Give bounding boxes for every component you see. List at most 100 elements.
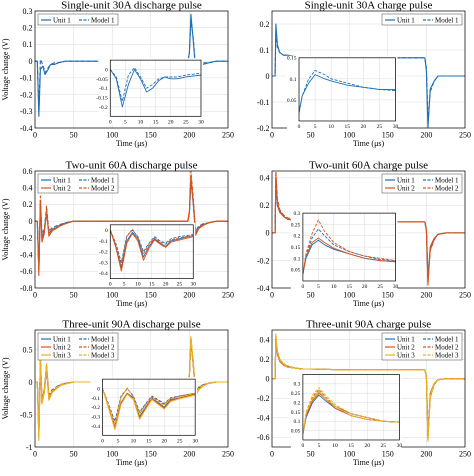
panel-4-inset-ytick-label: 0.3 bbox=[294, 211, 301, 217]
panel-4-inset-ytick-label: 0.15 bbox=[291, 245, 301, 251]
panel-2-xtick-label: 0 bbox=[270, 131, 274, 140]
panel-6-ytick-label: 0 bbox=[266, 375, 270, 384]
panel-4-inset-ytick-label: 0.25 bbox=[291, 222, 301, 228]
panel-6-inset-frame bbox=[302, 374, 400, 441]
panel-4-inset-xtick-label: 15 bbox=[346, 284, 352, 290]
panel-4-xtick-label: 250 bbox=[459, 291, 471, 300]
panel-1-ytick-label: 0 bbox=[29, 57, 33, 66]
panel-5-series bbox=[35, 335, 228, 442]
panel-1-inset-frame bbox=[109, 59, 202, 117]
panel-6-inset-ytick-label: 0.25 bbox=[291, 391, 301, 397]
panel-4-xtick-label: 200 bbox=[420, 291, 432, 300]
panel-1-xtick-label: 100 bbox=[106, 131, 118, 140]
panel-3-inset-frame bbox=[109, 224, 194, 279]
panel-2-inset-xtick-label: 5 bbox=[314, 124, 317, 130]
panel-5-inset-xtick-label: 10 bbox=[131, 438, 137, 444]
panel-5-inset-frame bbox=[102, 378, 196, 436]
panel-5-tick-labels: 0 50 100 150 200 250-1-0.500.5 bbox=[20, 345, 234, 458]
panel-6-xtick-label: 50 bbox=[307, 450, 315, 459]
panel-5-series-model-3 bbox=[35, 339, 228, 438]
panel-5-inset-ytick-label: -0.1 bbox=[91, 396, 100, 402]
panel-4-legend-label: Model 1 bbox=[435, 176, 459, 184]
panel-2-legend-box bbox=[381, 13, 463, 26]
panel-3-ytick-label: 0 bbox=[29, 217, 33, 226]
panel-2-inset-frame bbox=[298, 57, 396, 122]
panel-1-frame bbox=[34, 10, 229, 129]
panel-3-series bbox=[35, 171, 228, 277]
panel-5-legend-label: Model 3 bbox=[91, 351, 115, 359]
panel-6-legend-box bbox=[381, 332, 463, 361]
panel-2-xtick-label: 150 bbox=[382, 131, 394, 140]
panel-3-legend-box bbox=[37, 173, 119, 194]
panel-4-inset: 0 5 10 15 20 25 30 0.05 0.1 0.15 0.2 0.25 0.3 bbox=[291, 211, 399, 290]
panel-1-inset-ytick-label: -0.1 bbox=[99, 86, 108, 92]
panel-2-inset-ytick-label: 0.15 bbox=[287, 56, 297, 62]
panel-6-legend-label: Unit 2 bbox=[397, 343, 415, 351]
panel-5-inset-xtick-label: 25 bbox=[177, 438, 183, 444]
panel-4-inset-ytick-label: 0.05 bbox=[291, 268, 301, 274]
panel-3-xtick-label: 250 bbox=[222, 291, 234, 300]
panel-3-inset-xtick-label: 20 bbox=[163, 282, 169, 288]
panel-5-xtick-label: 0 bbox=[33, 450, 37, 459]
panel-3-series-model-2 bbox=[35, 171, 228, 272]
panel-4-ytick-label: -0.4 bbox=[257, 284, 270, 293]
panel-2-inset-xtick-label: 30 bbox=[393, 124, 399, 130]
panel-1-ytick-label: -0.3 bbox=[20, 107, 33, 116]
panel-4-ytick-label: 0.2 bbox=[260, 201, 270, 210]
panel-2-xtick-label: 250 bbox=[459, 131, 471, 140]
panel-3-inset-series-unit-2 bbox=[110, 230, 194, 272]
panel-1-inset-ytick-label: -0.15 bbox=[96, 96, 108, 102]
panel-1-inset-xtick-label: 10 bbox=[138, 119, 144, 125]
panel-2-inset-series-model-1 bbox=[299, 69, 396, 113]
panel-3-inset-xtick-label: 15 bbox=[149, 282, 155, 288]
panel-6-legend-label: Model 2 bbox=[435, 343, 459, 351]
panel-5-title: Three-unit 90A discharge pulse bbox=[62, 319, 200, 331]
panel-3-ytick-label: 0.4 bbox=[23, 184, 33, 193]
panel-5-legend: Unit 1 Model 1 Unit 2 Model 2 Unit 3 Model 3 bbox=[37, 332, 119, 361]
panel-5-inset-xtick-label: 15 bbox=[146, 438, 152, 444]
panel-2-ytick-label: -0.2 bbox=[257, 124, 270, 133]
panel-5-xtick-label: 50 bbox=[70, 450, 78, 459]
panel-6-ytick-label: 0.4 bbox=[260, 336, 270, 345]
panel-5-xlabel: Time (μs) bbox=[116, 458, 148, 467]
panel-6-inset-ytick-label: 0.2 bbox=[294, 400, 301, 406]
panel-1-inset-ytick-label: -0.05 bbox=[96, 77, 108, 83]
panel-6-legend-label: Model 3 bbox=[435, 351, 459, 359]
panel-6-legend-label: Model 1 bbox=[435, 335, 459, 343]
panel-3-ytick-label: -0.8 bbox=[20, 284, 33, 293]
panel-1-inset-xtick-label: 0 bbox=[109, 119, 112, 125]
panel-2-inset-ytick-label: 0.05 bbox=[287, 98, 297, 104]
panel-1-xtick-label: 150 bbox=[145, 131, 157, 140]
panel-1-legend-label: Model 1 bbox=[91, 16, 115, 24]
panel-3-inset-ytick-label: -0.1 bbox=[99, 239, 108, 245]
panel-6-ytick-label: -0.4 bbox=[257, 414, 270, 423]
panel-4-ytick-label: 0 bbox=[266, 229, 270, 238]
panel-3-xlabel: Time (μs) bbox=[116, 299, 148, 308]
panel-5-xtick-label: 150 bbox=[145, 450, 157, 459]
panel-1-inset-xtick-label: 15 bbox=[153, 119, 159, 125]
panel-5-inset-ytick-label: -0.4 bbox=[91, 424, 100, 430]
panel-4-ytick-label: 0.4 bbox=[260, 174, 270, 183]
panel-4-legend: Unit 1 Model 1 Unit 2 Model 2 bbox=[381, 173, 463, 194]
panel-2-inset-xtick-label: 0 bbox=[298, 124, 301, 130]
panel-3-legend-label: Unit 2 bbox=[53, 184, 71, 192]
panel-3-legend-label: Unit 1 bbox=[53, 176, 71, 184]
panel-5-legend-label: Unit 1 bbox=[53, 335, 71, 343]
panel-5-inset-xtick-label: 5 bbox=[117, 438, 120, 444]
panel-2-legend: Unit 1 Model 1 bbox=[381, 13, 463, 26]
panel-2-xtick-label: 100 bbox=[343, 131, 355, 140]
panel-4-inset-xtick-label: 30 bbox=[393, 284, 399, 290]
panel-3-inset-xtick-label: 25 bbox=[177, 282, 183, 288]
panel-1-inset-xtick-label: 5 bbox=[124, 119, 127, 125]
panel-5-inset-series-model-3 bbox=[102, 387, 196, 426]
panel-4-inset-xtick-label: 5 bbox=[317, 284, 320, 290]
panel-2-tick-labels: 0 50 100 150 200 250-0.2-0.100.10.2 bbox=[257, 20, 471, 140]
panel-1-inset-tick-labels: 0 5 10 15 20 25 30 -0.2 -0.15 -0.1 -0.05 0 bbox=[96, 67, 204, 125]
panel-2-inset-ytick-label: 0.1 bbox=[290, 77, 297, 83]
panel-3-xtick-label: 150 bbox=[145, 291, 157, 300]
panel-6-inset-series-model-3 bbox=[302, 387, 400, 435]
panel-3-frame bbox=[34, 170, 229, 289]
panel-1-xtick-label: 50 bbox=[70, 131, 78, 140]
panel-2-series-model-1 bbox=[272, 31, 465, 121]
panel-4-ytick-label: -0.2 bbox=[257, 256, 270, 265]
